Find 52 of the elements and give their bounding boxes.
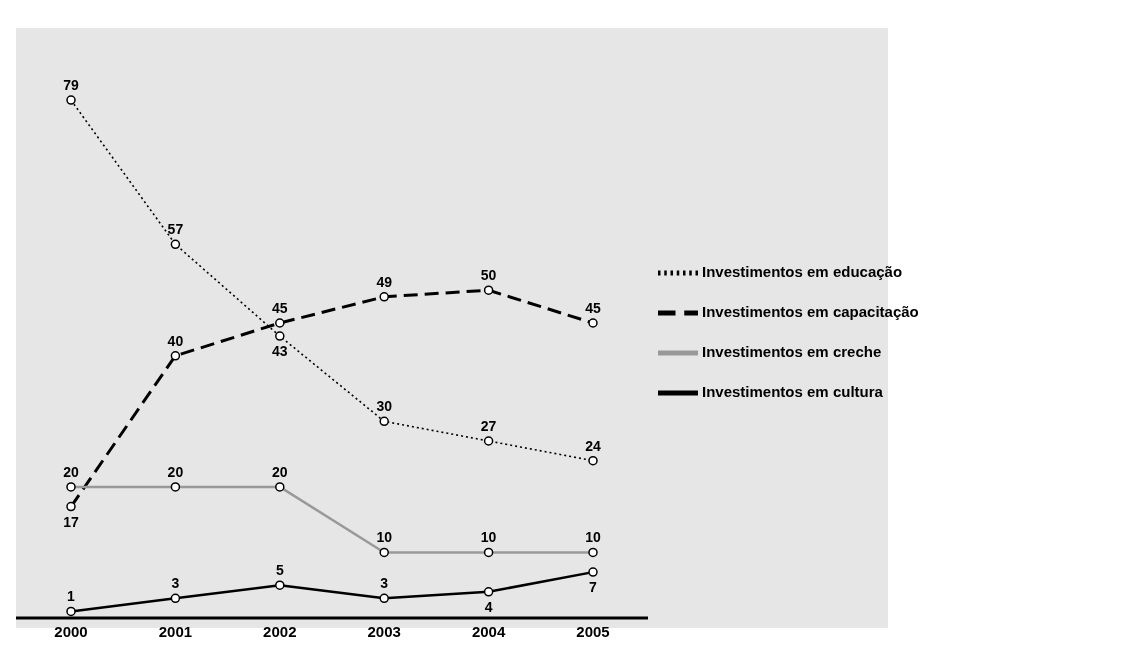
point	[170, 239, 181, 250]
data-label: 4	[484, 598, 493, 615]
point	[275, 331, 285, 341]
x-tick-label: 2003	[367, 622, 401, 640]
data-label: 5	[275, 562, 284, 579]
data-label: 27	[480, 418, 497, 434]
data-label: 45	[272, 300, 288, 316]
point	[588, 318, 598, 328]
point	[483, 436, 494, 446]
data-label: 40	[167, 332, 184, 349]
data-label: 43	[272, 343, 288, 360]
x-tick-label: 2005	[576, 622, 610, 640]
data-label: 1	[67, 588, 76, 605]
point	[379, 593, 389, 604]
data-label: 24	[585, 437, 601, 454]
point	[379, 292, 389, 302]
data-label: 79	[63, 77, 79, 94]
x-tick-label: 2004	[471, 622, 506, 640]
data-label: 17	[63, 513, 79, 530]
data-label: 10	[376, 529, 393, 546]
point	[66, 606, 76, 617]
data-label: 57	[167, 221, 184, 238]
data-label: 7	[589, 579, 598, 596]
point	[483, 587, 494, 597]
legend-label: Investimentos em capacitação	[702, 303, 919, 321]
data-label: 10	[480, 529, 497, 546]
data-label: 49	[376, 273, 393, 290]
data-label: 20	[167, 463, 184, 480]
point	[170, 593, 181, 604]
legend-label: Investimentos em educação	[702, 263, 903, 281]
point	[66, 501, 76, 512]
data-label: 20	[63, 463, 79, 480]
data-label: 20	[272, 463, 288, 480]
data-label: 30	[376, 398, 393, 415]
legend-label: Investimentos em creche	[702, 343, 882, 361]
x-tick-label: 2002	[263, 622, 297, 640]
point	[483, 285, 494, 295]
point	[588, 567, 598, 577]
data-label: 45	[585, 300, 601, 316]
point	[170, 351, 181, 361]
data-label: 10	[585, 529, 601, 546]
point	[275, 318, 285, 328]
data-label: 50	[480, 267, 497, 284]
data-label: 3	[171, 575, 180, 592]
point	[275, 580, 285, 590]
point	[66, 95, 76, 105]
point	[588, 455, 598, 466]
x-tick-label: 2000	[54, 622, 88, 640]
legend-label: Investimentos em cultura	[702, 383, 883, 401]
x-tick-label: 2001	[158, 622, 193, 640]
data-label: 3	[380, 575, 389, 592]
point	[379, 416, 389, 427]
